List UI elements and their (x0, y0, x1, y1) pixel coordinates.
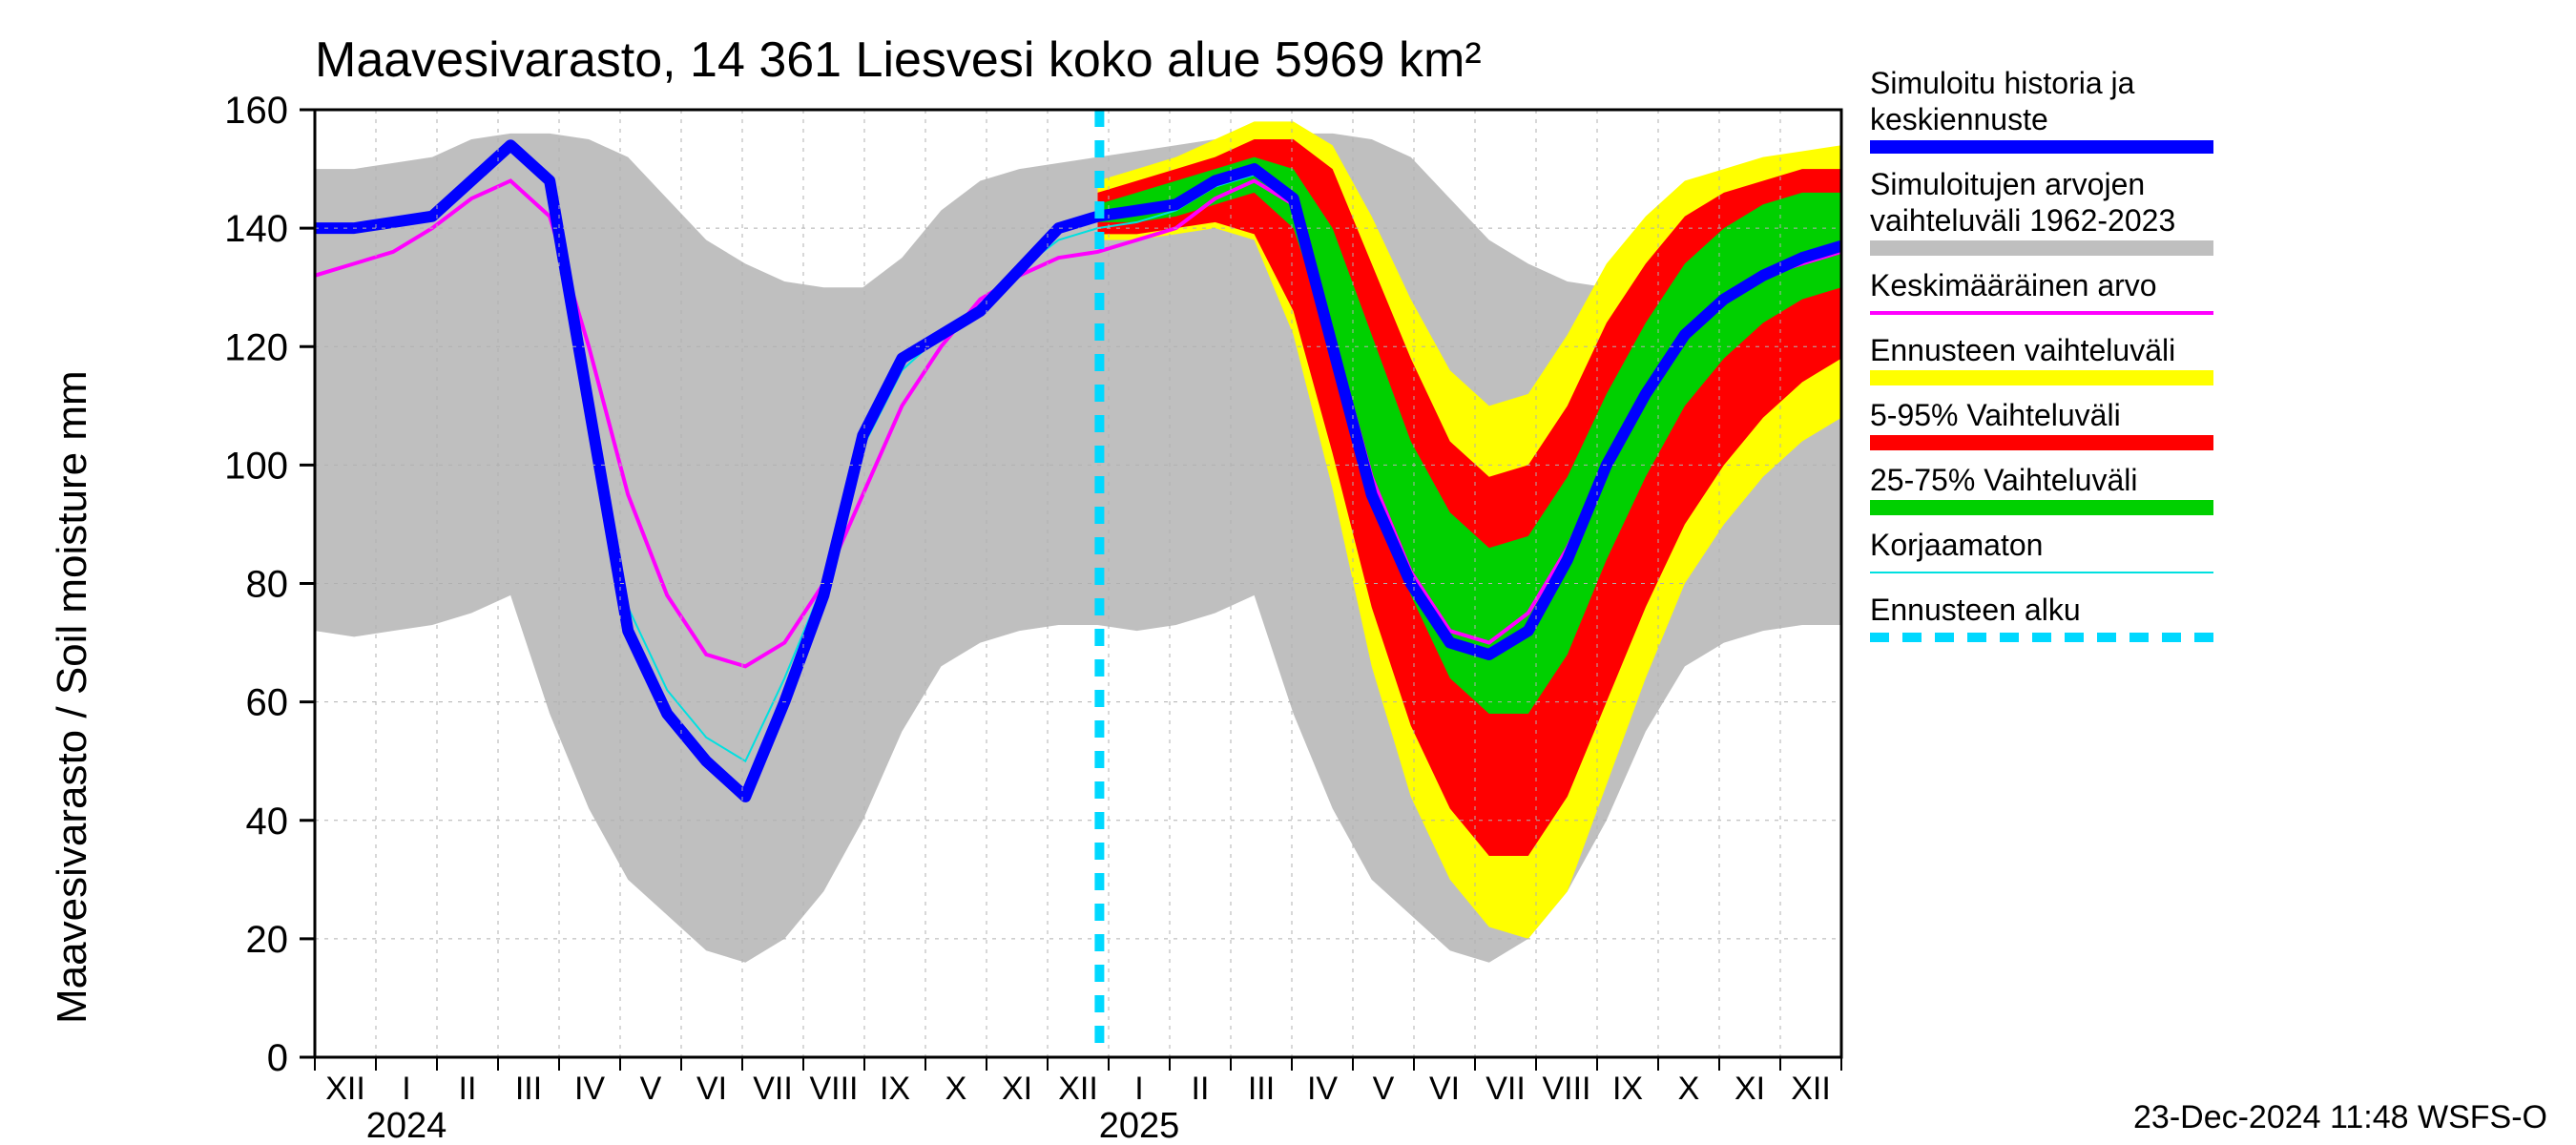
legend-swatch (1870, 500, 2213, 515)
legend-label: Korjaamaton (1870, 528, 2043, 562)
x-month-label: II (459, 1071, 477, 1107)
x-month-label: II (1192, 1071, 1210, 1107)
x-month-label: XII (1058, 1071, 1098, 1107)
x-month-label: XI (1735, 1071, 1765, 1107)
x-month-label: VIII (809, 1071, 858, 1107)
y-tick-label: 60 (246, 682, 289, 724)
y-tick-label: 100 (224, 445, 288, 487)
legend-swatch (1870, 240, 2213, 256)
x-month-label: VII (753, 1071, 793, 1107)
y-axis-label: Maavesivarasto / Soil moisture mm (49, 370, 95, 1024)
chart-title: Maavesivarasto, 14 361 Liesvesi koko alu… (315, 32, 1482, 88)
x-month-label: I (1134, 1071, 1143, 1107)
x-month-label: IX (880, 1071, 910, 1107)
x-month-label: XII (325, 1071, 365, 1107)
x-month-label: IV (1307, 1071, 1338, 1107)
y-tick-label: 120 (224, 326, 288, 368)
x-month-label: V (640, 1071, 662, 1107)
legend-label: 25-75% Vaihteluväli (1870, 463, 2137, 497)
legend-label: keskiennuste (1870, 102, 2048, 136)
x-month-label: V (1373, 1071, 1395, 1107)
x-month-label: X (945, 1071, 967, 1107)
x-month-label: X (1678, 1071, 1700, 1107)
chart-root: 020406080100120140160XIIIIIIIIIVVVIVIIVI… (0, 0, 2576, 1145)
legend-label: Ennusteen vaihteluväli (1870, 333, 2175, 367)
legend-swatch (1870, 435, 2213, 450)
legend-label: vaihteluväli 1962-2023 (1870, 203, 2175, 238)
x-month-label: VI (1429, 1071, 1460, 1107)
y-tick-label: 80 (246, 564, 289, 606)
y-tick-label: 20 (246, 919, 289, 961)
year-label-1: 2024 (366, 1106, 447, 1145)
x-month-label: IX (1612, 1071, 1643, 1107)
legend-label: Ennusteen alku (1870, 593, 2081, 627)
x-month-label: XI (1002, 1071, 1032, 1107)
x-month-label: III (515, 1071, 542, 1107)
x-month-label: IV (574, 1071, 605, 1107)
y-tick-label: 40 (246, 801, 289, 843)
footer-text: 23-Dec-2024 11:48 WSFS-O (2133, 1099, 2547, 1135)
y-tick-label: 0 (267, 1037, 288, 1079)
x-month-label: III (1248, 1071, 1275, 1107)
legend-label: 5-95% Vaihteluväli (1870, 398, 2121, 432)
legend-label: Simuloitujen arvojen (1870, 167, 2145, 201)
x-month-label: VI (696, 1071, 727, 1107)
legend-swatch (1870, 370, 2213, 385)
x-month-label: VIII (1542, 1071, 1590, 1107)
x-month-label: VII (1485, 1071, 1526, 1107)
x-month-label: XII (1791, 1071, 1831, 1107)
legend-label: Keskimääräinen arvo (1870, 268, 2157, 302)
y-tick-label: 160 (224, 90, 288, 132)
x-month-label: I (402, 1071, 410, 1107)
legend-label: Simuloitu historia ja (1870, 66, 2135, 100)
year-label-2: 2025 (1099, 1106, 1180, 1145)
y-tick-label: 140 (224, 208, 288, 250)
